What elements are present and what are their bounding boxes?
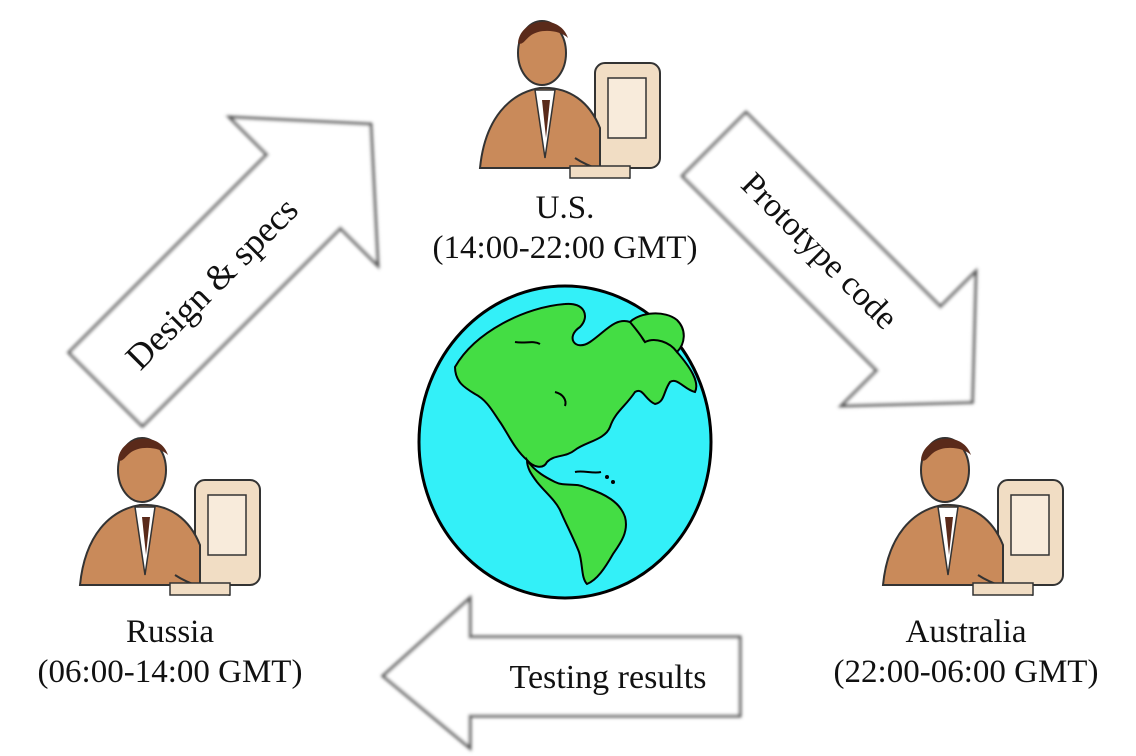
russia-worker-icon (78, 437, 261, 596)
australia-hours: (22:00-06:00 GMT) (833, 654, 1099, 690)
australia-name: Australia (905, 614, 1027, 650)
design-specs-arrow: Design & specs (66, 115, 380, 429)
russia-hours: (06:00-14:00 GMT) (37, 654, 303, 690)
us-worker-icon (478, 20, 661, 179)
testing-results-arrow: Testing results (380, 594, 742, 752)
us-label: U.S. (14:00-22:00 GMT) (400, 188, 730, 268)
us-hours: (14:00-22:00 GMT) (432, 230, 698, 266)
testing-results-label: Testing results (510, 659, 707, 696)
globe-icon (417, 284, 713, 600)
russia-name: Russia (125, 614, 214, 650)
australia-worker-icon (881, 437, 1064, 596)
australia-label: Australia (22:00-06:00 GMT) (796, 612, 1136, 692)
us-name: U.S. (535, 190, 595, 226)
russia-label: Russia (06:00-14:00 GMT) (0, 612, 340, 692)
